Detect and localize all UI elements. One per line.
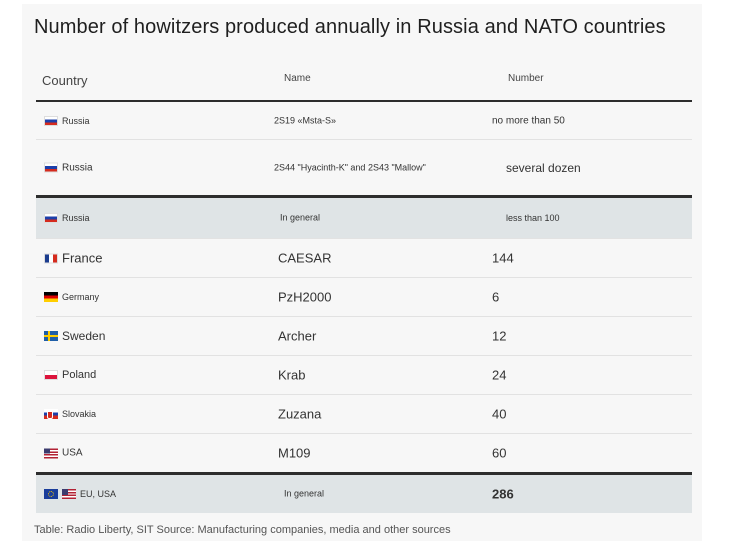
table-row: Russia 2S44 "Hyacinth-K" and 2S43 "Mallo… [36,140,692,198]
russia-flag-icon [44,115,58,126]
eu-flag-icon [44,489,58,499]
country-cell: Russia [44,115,90,126]
table-row: Slovakia Zuzana 40 [36,395,692,434]
country-label: Russia [62,213,90,223]
country-cell: USA [44,448,83,459]
column-header-number: Number [508,73,544,84]
number-cell: 24 [492,367,507,383]
name-cell: Archer [278,328,317,344]
country-label: Slovakia [62,409,97,419]
table-title: Number of howitzers produced annually in… [34,16,666,38]
country-label: Russia [62,162,93,173]
name-cell: In general [284,488,325,499]
table-row-total: EU, USA In general 286 [36,475,692,513]
table-row: Russia 2S19 «Msta-S» no more than 50 [36,102,692,140]
russia-flag-icon [44,213,58,223]
germany-flag-icon [44,292,58,302]
table-card: Number of howitzers produced annually in… [22,4,702,541]
table-header: Country Name Number [36,64,692,102]
country-cell: Russia [44,162,93,173]
russia-flag-icon [44,162,58,173]
number-cell: 60 [492,445,507,461]
country-label: Sweden [62,329,106,343]
name-cell: CAESAR [278,250,332,266]
number-cell: 12 [492,328,507,344]
country-cell: Sweden [44,329,105,343]
country-cell: Poland [44,369,96,381]
table-row: Germany PzH2000 6 [36,278,692,317]
country-cell: France [44,251,102,266]
number-cell: several dozen [506,160,581,175]
name-cell: 2S44 "Hyacinth-K" and 2S43 "Mallow" [274,162,426,172]
country-cell: Germany [44,292,99,302]
table-row: Sweden Archer 12 [36,317,692,356]
name-cell: In general [280,212,321,223]
usa-flag-icon [44,448,58,458]
table-row-total: Russia In general less than 100 [36,198,692,239]
number-cell: 286 [492,486,514,502]
table-row: France CAESAR 144 [36,239,692,278]
name-cell: Zuzana [278,406,322,422]
column-header-country: Country [42,73,88,88]
country-cell: Russia [44,213,90,223]
country-label: Russia [62,115,90,126]
name-cell: PzH2000 [278,289,332,305]
poland-flag-icon [44,370,58,380]
slovakia-flag-icon [44,409,58,419]
table-row: Poland Krab 24 [36,356,692,395]
name-cell: Krab [278,367,306,383]
country-label: USA [62,447,83,459]
number-cell: 40 [492,406,507,422]
france-flag-icon [44,253,58,263]
table-row: USA M109 60 [36,434,692,475]
number-cell: less than 100 [506,213,560,223]
column-header-name: Name [284,73,311,84]
name-cell: M109 [278,445,311,461]
data-table: Country Name Number Russia 2S19 «Msta-S»… [36,64,692,513]
country-label: EU, USA [80,489,117,499]
country-cell: Slovakia [44,409,96,419]
country-label: France [62,250,103,266]
number-cell: 144 [492,250,514,266]
table-footer-source: Table: Radio Liberty, SIT Source: Manufa… [34,524,451,536]
country-cell: EU, USA [44,489,116,499]
number-cell: 6 [492,289,500,305]
usa-flag-icon [62,489,76,499]
country-label: Poland [62,369,97,381]
sweden-flag-icon [44,331,58,341]
name-cell: 2S19 «Msta-S» [274,115,337,125]
number-cell: no more than 50 [492,115,565,126]
country-label: Germany [62,292,100,302]
